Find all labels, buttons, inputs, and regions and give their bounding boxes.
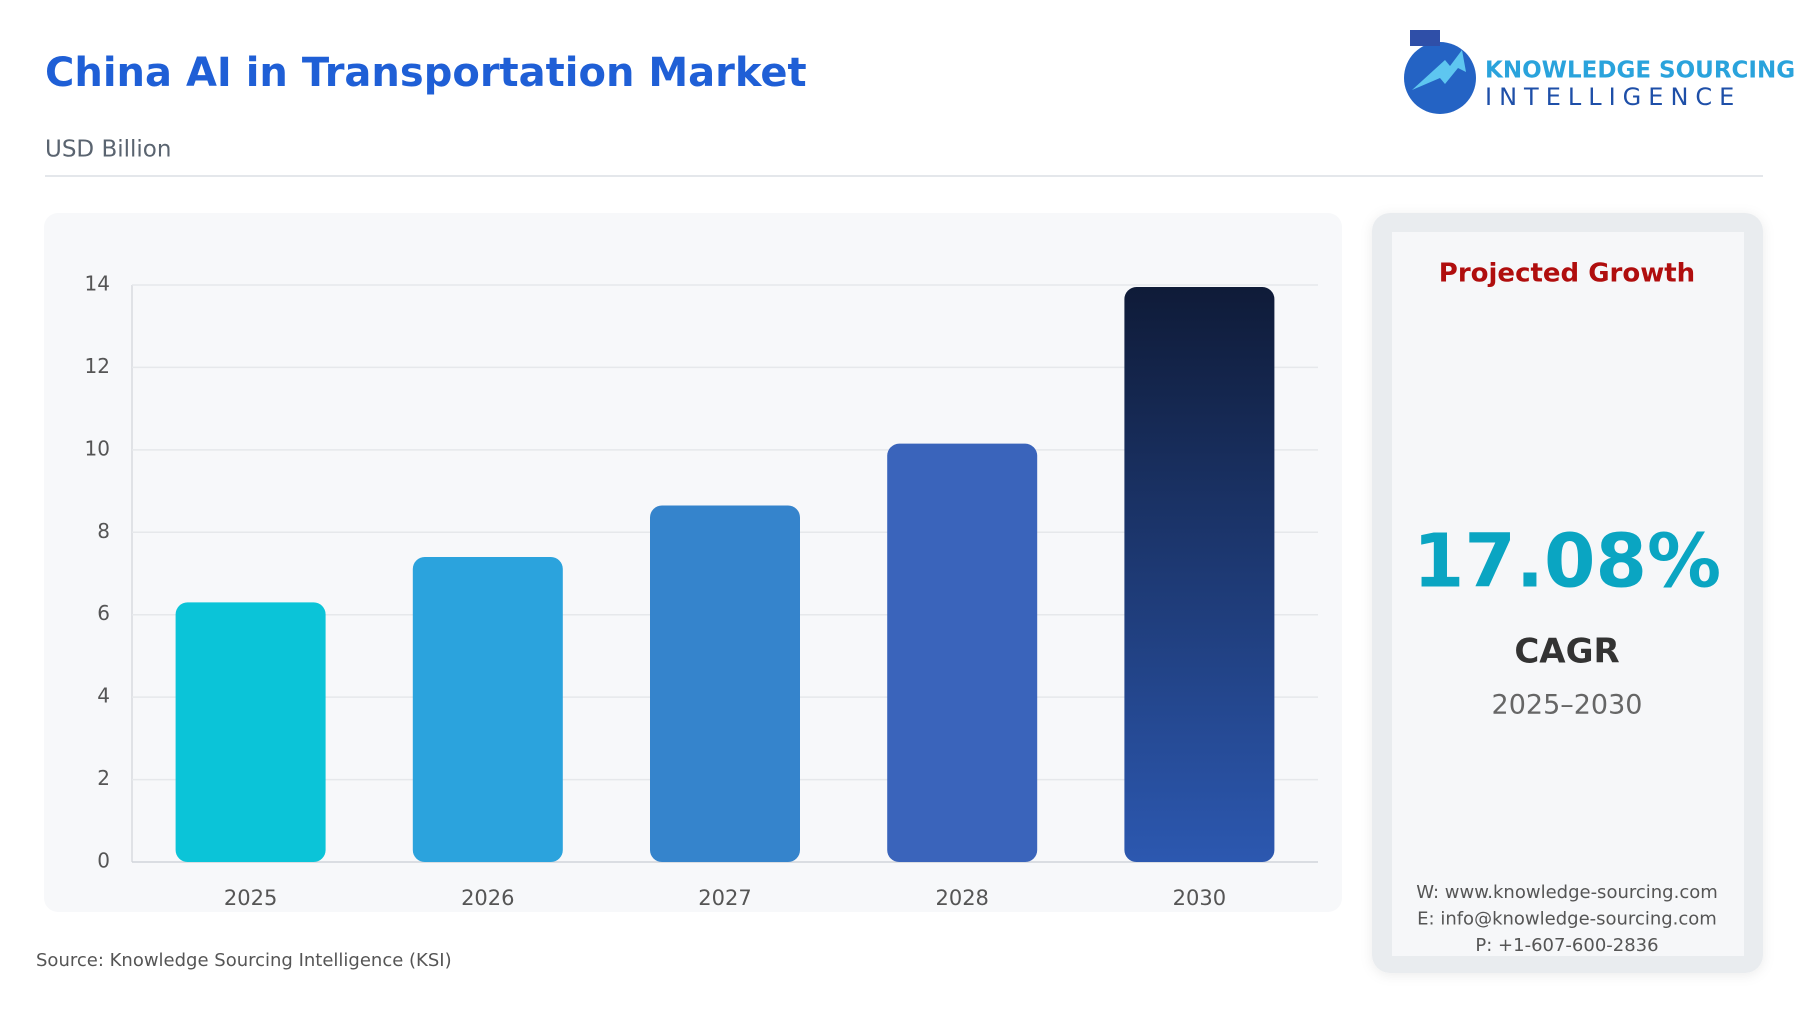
cagr-value: 17.08% [1413,519,1721,605]
contact-line: E: info@knowledge-sourcing.com [1417,909,1717,930]
bar [412,557,563,862]
x-tick-label: 2027 [698,886,751,910]
contact-line: P: +1-607-600-2836 [1475,935,1658,956]
logo-blocks [1410,30,1440,46]
x-tick-label: 2028 [935,886,988,910]
y-tick-label: 8 [97,519,110,543]
y-tick-label: 14 [85,272,110,296]
bar [650,505,800,862]
cagr-period: 2025–2030 [1492,690,1643,721]
y-tick-label: 4 [97,684,110,708]
logo-text: KNOWLEDGE SOURCING [1485,58,1795,84]
y-tick-label: 10 [85,436,110,460]
contact-line: W: www.knowledge-sourcing.com [1416,882,1718,903]
bar [175,602,326,862]
bar [1124,287,1275,863]
logo-arrow [1412,50,1466,90]
chart-subtitle: USD Billion [45,137,171,163]
source: Source: Knowledge Sourcing Intelligence … [36,950,452,971]
bar [887,443,1038,862]
y-tick-label: 0 [97,849,110,873]
x-tick-label: 2030 [1173,886,1226,910]
sidebar-heading: Projected Growth [1439,259,1695,289]
logo-text: INTELLIGENCE [1485,83,1741,111]
y-tick-label: 12 [85,354,110,378]
y-tick-label: 6 [97,601,110,625]
x-tick-label: 2026 [461,886,514,910]
sidebar-inner [1392,232,1744,956]
logo: KNOWLEDGE SOURCING INTELLIGENCE [1404,30,1795,114]
cagr-label: CAGR [1514,632,1619,672]
x-tick-label: 2025 [224,886,277,910]
y-tick-label: 2 [97,766,110,790]
chart-title: China AI in Transportation Market [45,50,807,96]
